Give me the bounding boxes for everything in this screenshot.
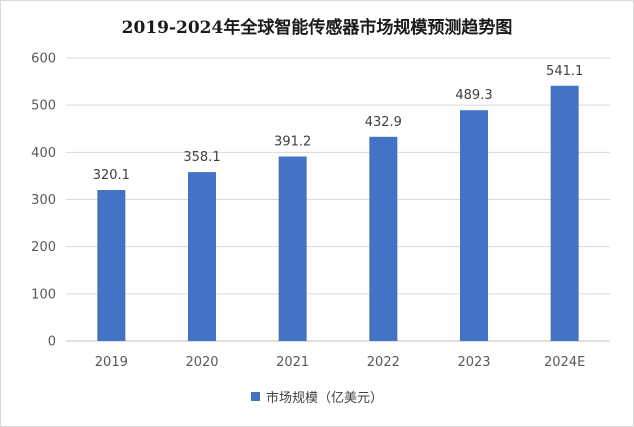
data-label: 358.1 <box>183 150 220 165</box>
y-tick-label: 200 <box>31 240 56 255</box>
y-tick-label: 0 <box>48 335 56 350</box>
x-tick-label: 2024E <box>544 355 585 370</box>
y-tick-label: 500 <box>31 99 56 114</box>
y-tick-label: 600 <box>31 52 56 67</box>
x-tick-label: 2019 <box>95 355 128 370</box>
bar <box>550 85 579 342</box>
bar <box>460 110 488 341</box>
x-tick-label: 2023 <box>457 355 490 370</box>
data-label: 541.1 <box>546 64 583 79</box>
bar <box>278 156 307 341</box>
chart-title: 2019-2024年全球智能传感器市场规模预测趋势图 <box>121 18 513 38</box>
data-label: 320.1 <box>93 168 130 183</box>
x-tick-label: 2021 <box>276 355 309 370</box>
legend: 市场规模（亿美元） <box>0 387 634 406</box>
bar <box>188 172 216 341</box>
data-label: 391.2 <box>274 134 311 149</box>
y-tick-label: 100 <box>31 287 56 302</box>
y-tick-label: 300 <box>31 193 56 208</box>
legend-label: 市场规模（亿美元） <box>265 391 383 406</box>
x-tick-label: 2022 <box>367 355 400 370</box>
data-label: 489.3 <box>455 88 492 103</box>
bar <box>369 136 398 341</box>
x-tick-label: 2020 <box>185 355 218 370</box>
data-label: 432.9 <box>365 115 402 130</box>
y-tick-label: 400 <box>31 146 56 161</box>
legend-swatch <box>250 392 260 401</box>
bar <box>97 190 126 341</box>
